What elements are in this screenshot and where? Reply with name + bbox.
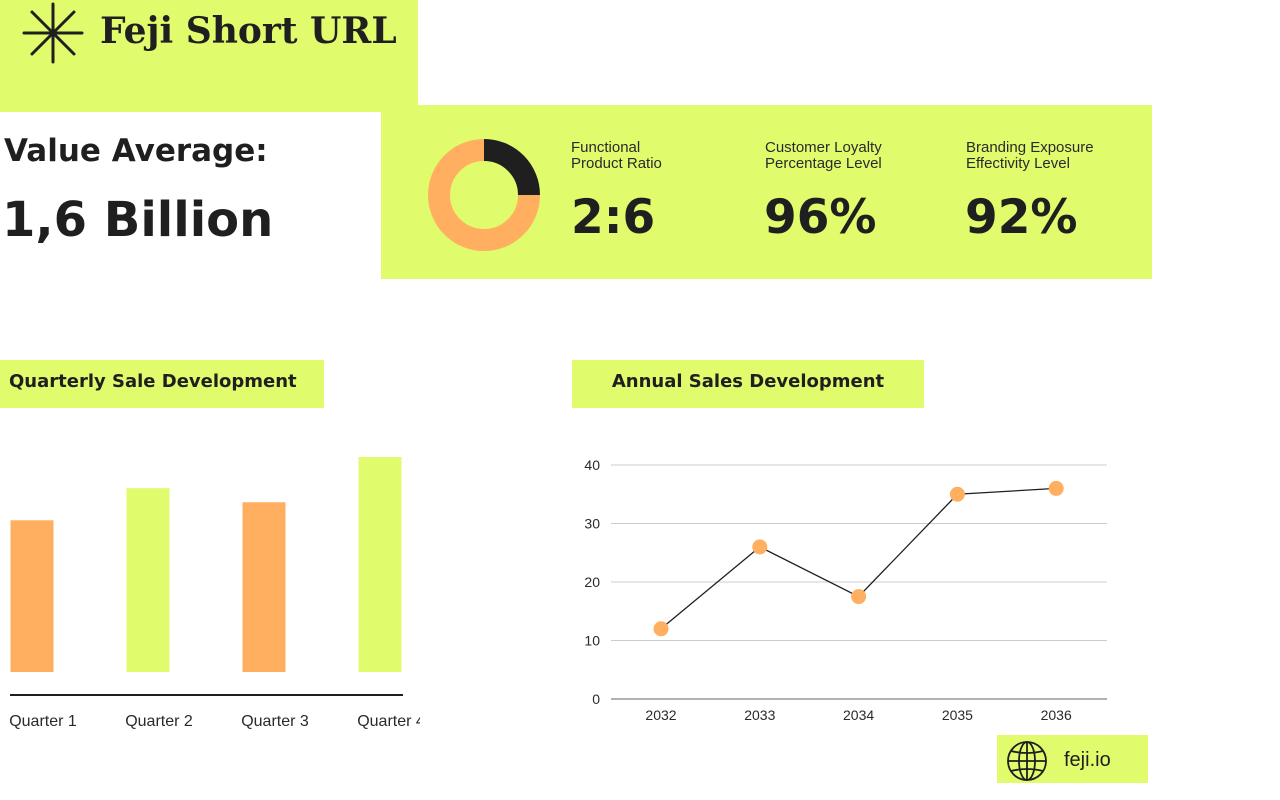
annual-line-chart: 0 10 20 30 40 2032 2033 2034 2035 2036 bbox=[584, 457, 1107, 723]
x-tick-label: 2036 bbox=[1041, 707, 1072, 723]
globe-icon bbox=[1007, 741, 1047, 781]
x-tick-label: 2035 bbox=[942, 707, 973, 723]
annual-chart-title: Annual Sales Development bbox=[572, 360, 924, 408]
bar-category-label: Quarter 4 bbox=[357, 713, 420, 730]
asterisk-burst-icon bbox=[22, 2, 84, 64]
footer-url[interactable]: feji.io bbox=[1064, 749, 1111, 771]
value-average-number: 1,6 Billion bbox=[2, 192, 274, 248]
bar-1 bbox=[10, 520, 54, 672]
kpi-value-branding-exposure: 92% bbox=[965, 190, 1078, 245]
data-point bbox=[851, 589, 867, 605]
data-point bbox=[1048, 480, 1064, 496]
kpi-label-functional-ratio: Functional Product Ratio bbox=[571, 139, 662, 172]
bar-category-label: Quarter 1 bbox=[9, 713, 77, 730]
x-tick-label: 2032 bbox=[645, 707, 676, 723]
y-tick-label: 0 bbox=[592, 691, 600, 707]
bar-category-label: Quarter 2 bbox=[125, 713, 193, 730]
kpi-label-customer-loyalty: Customer Loyalty Percentage Level bbox=[765, 139, 882, 172]
kpi-value-customer-loyalty: 96% bbox=[764, 190, 877, 245]
y-tick-label: 10 bbox=[584, 633, 600, 649]
bar-3 bbox=[242, 502, 286, 672]
quarterly-bar-chart: Quarter 1 Quarter 2 Quarter 3 Quarter 4 bbox=[9, 457, 420, 730]
x-tick-label: 2033 bbox=[744, 707, 775, 723]
logo-block bbox=[0, 0, 418, 112]
bar-4 bbox=[358, 457, 402, 672]
y-tick-label: 30 bbox=[584, 516, 600, 532]
series-line bbox=[660, 487, 1057, 630]
ratio-donut-chart bbox=[428, 139, 540, 251]
bar-2 bbox=[126, 488, 170, 672]
value-average-label: Value Average: bbox=[4, 133, 268, 169]
data-point bbox=[949, 486, 965, 502]
quarterly-chart-title: Quarterly Sale Development bbox=[0, 360, 324, 408]
data-point bbox=[752, 539, 768, 555]
y-tick-label: 20 bbox=[584, 574, 600, 590]
bar-category-label: Quarter 3 bbox=[241, 713, 309, 730]
donut-slice-orange bbox=[428, 139, 540, 251]
kpi-label-branding-exposure: Branding Exposure Effectivity Level bbox=[966, 139, 1094, 172]
y-tick-label: 40 bbox=[584, 457, 600, 473]
kpi-band bbox=[381, 105, 1152, 279]
kpi-value-functional-ratio: 2:6 bbox=[571, 190, 656, 245]
data-point bbox=[653, 621, 669, 637]
brand-name: Feji Short URL bbox=[100, 10, 397, 52]
x-tick-label: 2034 bbox=[843, 707, 874, 723]
